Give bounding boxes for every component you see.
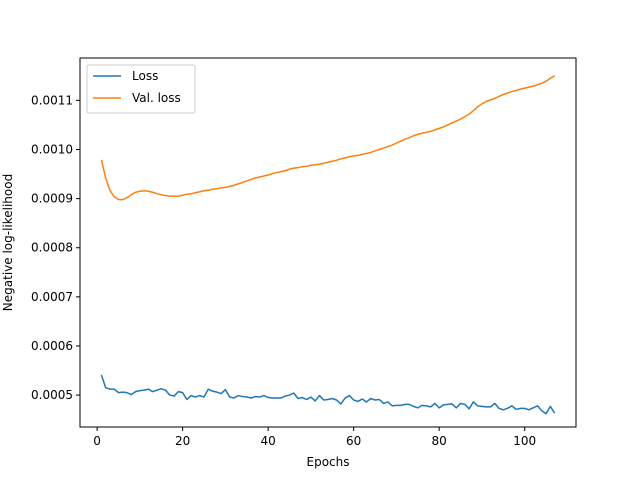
series-layer — [100, 75, 556, 415]
x-tick-label: 20 — [175, 434, 190, 448]
legend-box — [86, 64, 196, 114]
x-tick-label: 80 — [432, 434, 447, 448]
y-axis-label: Negative log-likelihood — [1, 174, 15, 311]
y-tick-label: 0.0010 — [31, 143, 73, 157]
x-tick-label: 60 — [346, 434, 361, 448]
legend-entry-loss: Loss — [132, 69, 158, 83]
series-line-val-loss — [100, 75, 555, 201]
y-tick-label: 0.0008 — [31, 241, 73, 255]
x-tick-label: 100 — [513, 434, 536, 448]
x-tick-label: 40 — [260, 434, 275, 448]
y-tick-label: 0.0011 — [31, 93, 73, 107]
legend-entry-val-loss: Val. loss — [132, 91, 181, 105]
y-tick-label: 0.0007 — [31, 290, 73, 304]
y-tick-label: 0.0005 — [31, 388, 73, 402]
x-tick-label: 0 — [93, 434, 101, 448]
y-tick-label: 0.0006 — [31, 339, 73, 353]
x-axis-ticks: 0 20 40 60 80 100 — [93, 427, 536, 448]
series-line-loss — [100, 374, 556, 415]
plot-area-frame — [79, 57, 577, 428]
legend: Loss Val. loss — [86, 64, 196, 114]
y-axis-ticks: 0.0005 0.0006 0.0007 0.0008 0.0009 0.0010 0.00… — [31, 93, 80, 402]
y-tick-label: 0.0009 — [31, 192, 73, 206]
x-axis-label: Epochs — [307, 455, 350, 469]
